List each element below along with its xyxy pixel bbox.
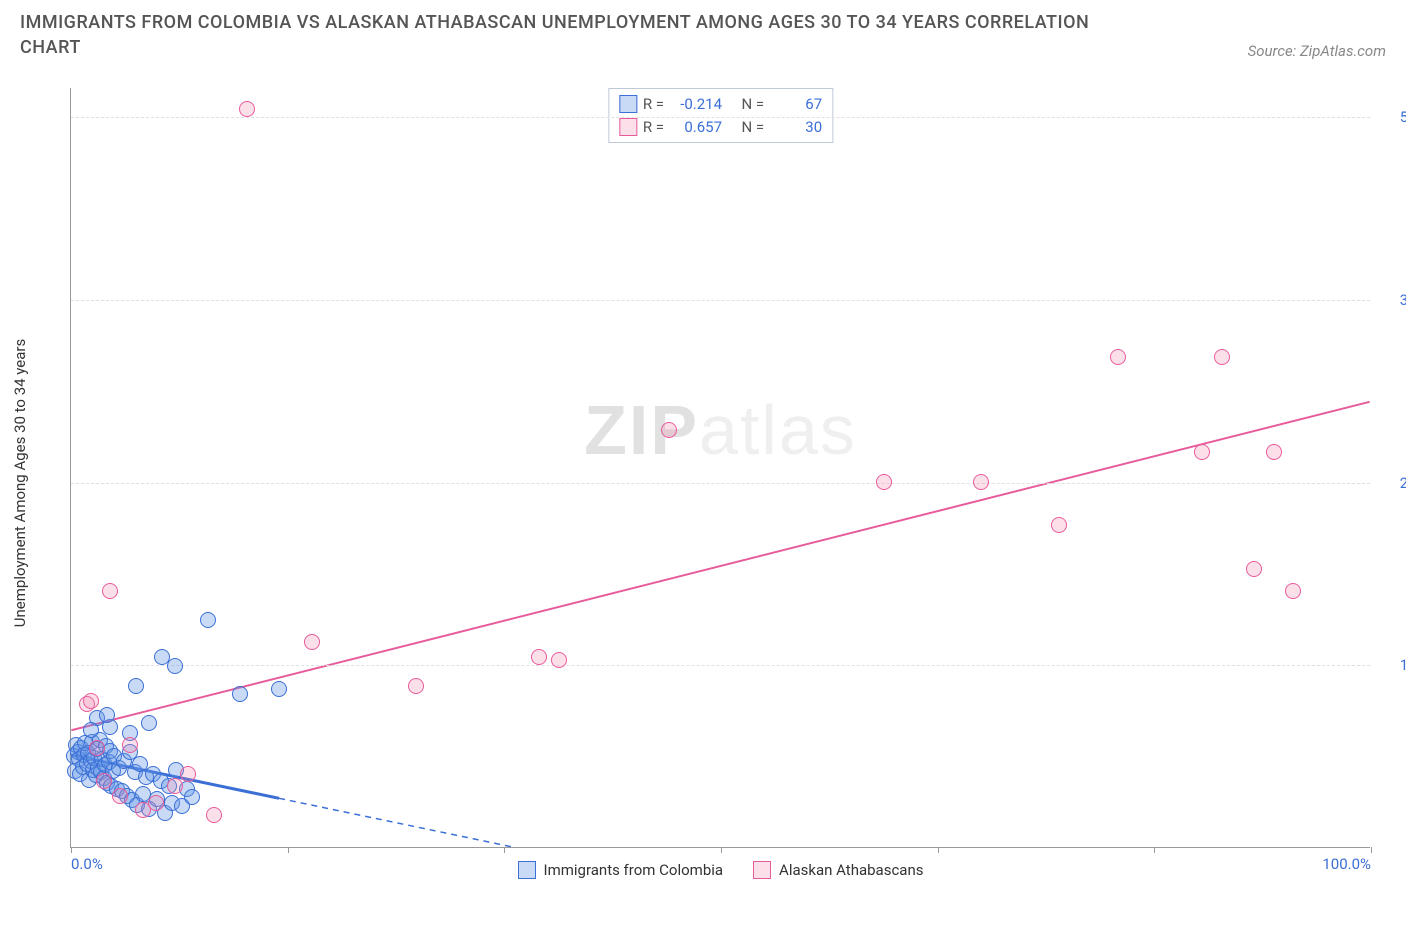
- data-point: [531, 649, 547, 665]
- stats-row-series-b: R = 0.657 N = 30: [619, 116, 822, 139]
- bottom-legend: Immigrants from Colombia Alaskan Athabas…: [518, 861, 924, 879]
- data-point: [1110, 349, 1126, 365]
- legend-label: Alaskan Athabascans: [779, 861, 923, 879]
- correlation-stats-box: R = -0.214 N = 67 R = 0.657 N = 30: [608, 88, 833, 143]
- data-point: [1246, 561, 1262, 577]
- data-point: [89, 740, 105, 756]
- data-point: [141, 715, 157, 731]
- y-tick-label: 50.0%: [1380, 108, 1406, 126]
- stats-row-series-a: R = -0.214 N = 67: [619, 93, 822, 116]
- n-label: N =: [742, 116, 765, 139]
- r-label: R =: [643, 93, 664, 116]
- data-point: [122, 737, 138, 753]
- grid-line: [71, 665, 1370, 666]
- data-point: [184, 789, 200, 805]
- grid-line: [71, 483, 1370, 484]
- swatch-icon: [518, 861, 536, 879]
- swatch-icon: [753, 861, 771, 879]
- data-point: [551, 652, 567, 668]
- data-point: [1266, 444, 1282, 460]
- grid-line: [71, 117, 1370, 118]
- source-attribution: Source: ZipAtlas.com: [1248, 42, 1386, 60]
- data-point: [973, 474, 989, 490]
- trend-line: [71, 402, 1369, 730]
- legend-item-a: Immigrants from Colombia: [518, 861, 724, 879]
- n-value: 67: [770, 93, 822, 116]
- trend-line-dashed: [279, 798, 513, 847]
- data-point: [1214, 349, 1230, 365]
- legend-item-b: Alaskan Athabascans: [753, 861, 923, 879]
- data-point: [83, 693, 99, 709]
- x-tick-label: 0.0%: [71, 855, 103, 873]
- data-point: [661, 422, 677, 438]
- data-point: [148, 795, 164, 811]
- data-point: [1051, 517, 1067, 533]
- x-tick-label: 100.0%: [1322, 855, 1371, 873]
- data-point: [96, 773, 112, 789]
- data-point: [102, 583, 118, 599]
- trend-lines-layer: [71, 88, 1370, 847]
- data-point: [83, 722, 99, 738]
- r-value: -0.214: [670, 93, 722, 116]
- r-value: 0.657: [670, 116, 722, 139]
- x-tick: [721, 847, 722, 853]
- data-point: [128, 678, 144, 694]
- data-point: [167, 658, 183, 674]
- x-tick: [288, 847, 289, 853]
- data-point: [99, 707, 115, 723]
- x-tick: [1154, 847, 1155, 853]
- data-point: [200, 612, 216, 628]
- chart-title: IMMIGRANTS FROM COLOMBIA VS ALASKAN ATHA…: [20, 10, 1120, 60]
- x-tick: [938, 847, 939, 853]
- data-point: [1194, 444, 1210, 460]
- data-point: [180, 766, 196, 782]
- legend-label: Immigrants from Colombia: [544, 861, 724, 879]
- data-point: [304, 634, 320, 650]
- data-point: [112, 788, 128, 804]
- plot-area: ZIPatlas R = -0.214 N = 67 R = 0.657 N =…: [70, 88, 1370, 848]
- y-tick-label: 12.5%: [1380, 656, 1406, 674]
- data-point: [239, 101, 255, 117]
- data-point: [206, 807, 222, 823]
- data-point: [271, 681, 287, 697]
- x-tick: [1371, 847, 1372, 853]
- chart-container: Unemployment Among Ages 30 to 34 years Z…: [50, 88, 1386, 878]
- swatch-icon: [619, 95, 637, 113]
- grid-line: [71, 300, 1370, 301]
- n-label: N =: [742, 93, 765, 116]
- data-point: [232, 686, 248, 702]
- y-axis-label: Unemployment Among Ages 30 to 34 years: [11, 339, 29, 627]
- data-point: [167, 778, 183, 794]
- swatch-icon: [619, 118, 637, 136]
- n-value: 30: [770, 116, 822, 139]
- x-tick: [71, 847, 72, 853]
- y-tick-label: 37.5%: [1380, 291, 1406, 309]
- r-label: R =: [643, 116, 664, 139]
- data-point: [154, 649, 170, 665]
- data-point: [1285, 583, 1301, 599]
- data-point: [876, 474, 892, 490]
- x-tick: [504, 847, 505, 853]
- data-point: [408, 678, 424, 694]
- y-tick-label: 25.0%: [1380, 474, 1406, 492]
